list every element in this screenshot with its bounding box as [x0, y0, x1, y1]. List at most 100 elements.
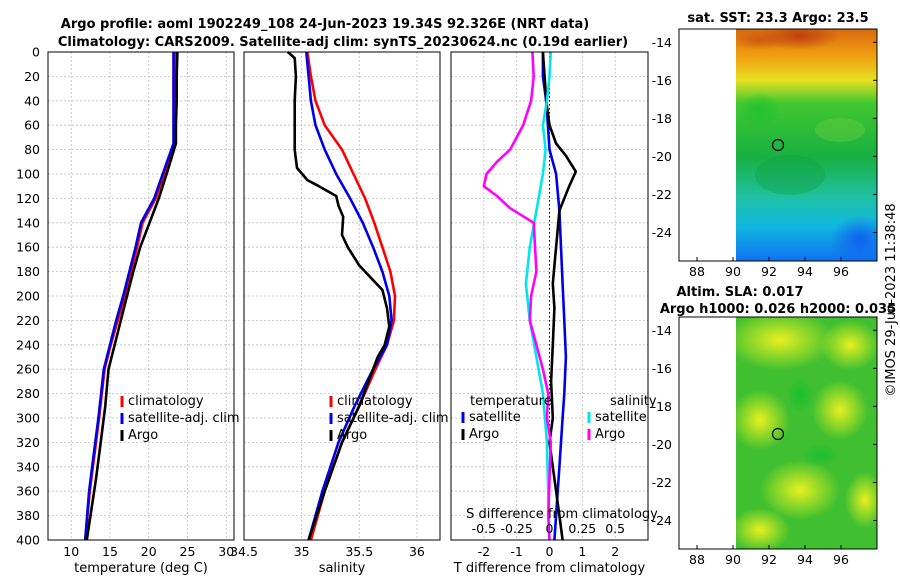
map-y-tick-label: -18	[652, 111, 672, 126]
top-tick-label: 0.5	[605, 521, 625, 536]
sst-map-title: sat. SST: 23.3 Argo: 23.5	[687, 11, 868, 26]
legend-label: Argo	[469, 427, 499, 442]
y-tick-label: 380	[16, 508, 40, 523]
x-tick-label: -1	[510, 544, 522, 559]
x-axis-label: temperature (deg C)	[74, 561, 208, 576]
top-tick-label: 0	[546, 521, 554, 536]
y-tick-label: 40	[24, 93, 40, 108]
map-x-tick-label: 94	[797, 552, 813, 567]
legend-label: climatology	[128, 394, 204, 409]
argo-position-marker-sla	[771, 427, 785, 441]
legend-label: climatology	[337, 394, 413, 409]
sst-map: sat. SST: 23.3 Argo: 23.5 88 90 92 94 96 -14 -…	[652, 11, 878, 279]
x-tick-label: 20	[141, 544, 157, 559]
series-line-t-argo	[541, 51, 578, 541]
x-tick-label: 15	[102, 544, 118, 559]
map-y-tick-label: -24	[652, 225, 672, 240]
axes-frame	[47, 51, 235, 541]
y-tick-label: 120	[16, 191, 40, 206]
x-tick-label: 34.5	[230, 544, 258, 559]
sla-map: Altim. SLA: 0.017 Argo h1000: 0.026 h200…	[652, 285, 897, 567]
legend-label: satellite-adj. clim	[128, 411, 240, 426]
y-tick-label: 260	[16, 362, 40, 377]
legend-title-temperature: temperature	[470, 394, 552, 409]
x-tick-label: 25	[180, 544, 196, 559]
y-tick-label: 180	[16, 264, 40, 279]
y-tick-label: 240	[16, 337, 40, 352]
top-tick-label: -0.5	[472, 521, 496, 536]
argo-position-marker-sst	[771, 138, 785, 152]
y-tick-label: 20	[24, 69, 40, 84]
sst-field	[736, 29, 877, 261]
legend-label: Argo	[595, 427, 625, 442]
map-y-tick-label: -14	[652, 35, 672, 50]
legend-label: Argo	[128, 428, 158, 443]
y-tick-label: 0	[32, 45, 40, 60]
y-tick-label: 220	[16, 313, 40, 328]
legend-label: satellite-adj. clim	[337, 411, 449, 426]
x-tick-label: 10	[63, 544, 79, 559]
y-tick-label: 320	[16, 435, 40, 450]
series-line-s-argo	[482, 51, 553, 541]
map-y-tick-label: -20	[652, 149, 672, 164]
y-tick-label: 80	[24, 142, 40, 157]
y-tick-label: 100	[16, 167, 40, 182]
y-tick-label: 340	[16, 459, 40, 474]
map-x-tick-label: 88	[689, 552, 705, 567]
top-axis-label: S difference from climatology	[466, 507, 658, 522]
y-tick-label: 160	[16, 240, 40, 255]
x-tick-label: 35.5	[345, 544, 373, 559]
x-tick-label: 1	[578, 544, 586, 559]
map-y-tick-label: -16	[652, 73, 672, 88]
x-tick-label: 35	[294, 544, 310, 559]
y-tick-label: 140	[16, 215, 40, 230]
map-y-tick-label: -14	[652, 323, 672, 338]
sla-field	[736, 317, 877, 549]
sla-map-subtitle: Argo h1000: 0.026 h2000: 0.035	[660, 302, 896, 317]
map-x-tick-label: 90	[725, 552, 741, 567]
series-line-argo	[286, 51, 391, 541]
sla-map-title: Altim. SLA: 0.017	[677, 285, 804, 300]
y-tick-label: 300	[16, 411, 40, 426]
series-line-t-satellite	[541, 52, 568, 541]
salinity-panel: 34.5 35 35.5 36 salinity climatology satellite…	[230, 51, 449, 576]
axes-frame	[450, 51, 649, 541]
credit-text: ©IMOS 29-Jun-2023 11:38:48	[884, 203, 899, 396]
x-tick-label: 36	[409, 544, 425, 559]
map-y-tick-label: -16	[652, 361, 672, 376]
axes-frame	[243, 51, 441, 541]
legend-label: satellite	[595, 410, 647, 425]
top-tick-label: 0.25	[568, 521, 596, 536]
series-line-satellite-adj-clim	[305, 51, 393, 541]
y-tick-label: 60	[24, 118, 40, 133]
y-tick-label: 400	[16, 533, 40, 548]
series-line-argo	[85, 51, 179, 541]
x-axis-label: salinity	[319, 561, 366, 576]
map-y-tick-label: -18	[652, 399, 672, 414]
temperature-panel: 10 15 20 25 30 temperature (deg C) 0 20 40 60 80 10…	[16, 45, 239, 577]
map-x-tick-label: 92	[761, 552, 777, 567]
y-tick-label: 200	[16, 289, 40, 304]
title-line-2: Climatology: CARS2009. Satellite-adj cli…	[58, 35, 628, 50]
y-tick-label: 360	[16, 484, 40, 499]
title-line-1: Argo profile: aoml 1902249_108 24-Jun-20…	[61, 17, 589, 32]
x-tick-label: 2	[611, 544, 619, 559]
legend-title-salinity: salinity	[610, 394, 657, 409]
map-x-tick-label: 88	[689, 264, 705, 279]
x-tick-label: -2	[478, 544, 490, 559]
x-axis-label: T difference from climatology	[453, 561, 646, 576]
top-tick-label: -0.25	[500, 521, 532, 536]
legend-label: Argo	[337, 428, 367, 443]
map-y-tick-label: -24	[652, 513, 672, 528]
y-tick-label: 280	[16, 386, 40, 401]
series-line-satellite-adj-clim	[83, 52, 175, 541]
x-tick-label: 0	[546, 544, 554, 559]
map-y-tick-label: -22	[652, 187, 672, 202]
legend-label: satellite	[469, 410, 521, 425]
map-y-tick-label: -22	[652, 475, 672, 490]
map-x-tick-label: 94	[797, 264, 813, 279]
map-x-tick-label: 92	[761, 264, 777, 279]
map-x-tick-label: 96	[833, 264, 849, 279]
map-x-tick-label: 96	[833, 552, 849, 567]
